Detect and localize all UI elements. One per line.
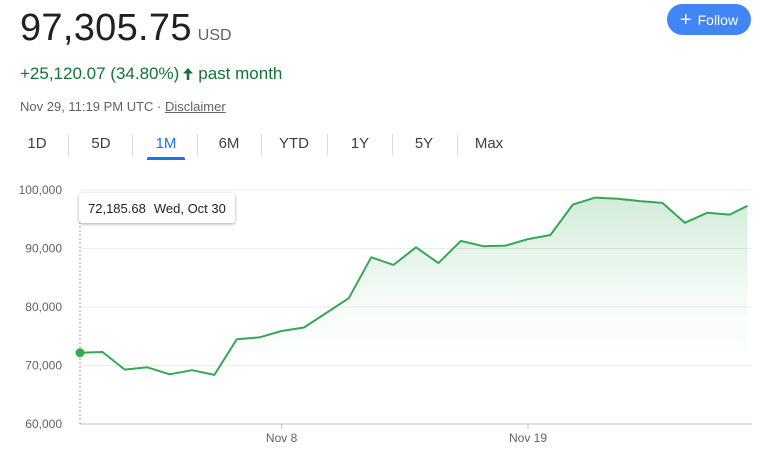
range-tabs: 1D 5D 1M 6M YTD 1Y 5Y Max — [0, 126, 530, 160]
y-tick-label: 60,000 — [25, 417, 62, 431]
tab-6m[interactable]: 6M — [218, 134, 240, 152]
tab-ytd[interactable]: YTD — [279, 134, 309, 152]
follow-label: Follow — [697, 11, 739, 28]
chart-tooltip: 72,185.68 Wed, Oct 30 — [79, 193, 235, 223]
tab-5d[interactable]: 5D — [91, 134, 111, 152]
change-period: past month — [198, 64, 283, 83]
currency-label: USD — [197, 27, 232, 44]
tooltip-date: Wed, Oct 30 — [153, 200, 226, 216]
arrow-up-icon — [183, 68, 194, 80]
change-value: +25,120.07 (34.80%) — [20, 64, 180, 83]
price-header: 97,305.75 USD — [20, 6, 232, 50]
y-tick-label: 80,000 — [25, 300, 62, 314]
timestamp: Nov 29, 11:19 PM UTC · — [20, 99, 165, 114]
tooltip-value: 72,185.68 — [88, 200, 146, 216]
current-price: 97,305.75 — [20, 7, 192, 49]
disclaimer-link[interactable]: Disclaimer — [164, 99, 226, 114]
y-tick-label: 70,000 — [25, 359, 62, 373]
tab-divider — [392, 134, 393, 156]
tab-divider — [327, 134, 328, 156]
timestamp-row: Nov 29, 11:19 PM UTC · Disclaimer — [20, 99, 226, 114]
tab-1y[interactable]: 1Y — [350, 134, 370, 152]
cursor-point — [75, 348, 85, 358]
y-tick-label: 90,000 — [25, 242, 62, 256]
price-change: +25,120.07 (34.80%) past month — [20, 64, 282, 84]
tab-divider — [197, 134, 198, 156]
tab-1m[interactable]: 1M — [147, 126, 185, 160]
tab-divider — [68, 134, 69, 156]
tab-divider — [457, 134, 458, 156]
plus-icon: + — [679, 8, 692, 31]
x-tick-label: Nov 19 — [509, 431, 547, 445]
tab-1d[interactable]: 1D — [27, 134, 47, 152]
y-tick-label: 100,000 — [19, 183, 63, 197]
x-tick-label: Nov 8 — [266, 431, 298, 445]
area-fill — [80, 197, 748, 375]
follow-button[interactable]: + Follow — [667, 4, 751, 35]
price-chart[interactable]: 60,000 70,000 80,000 90,000 100,000 Nov 8 Nov … — [0, 170, 760, 454]
price-line — [79, 196, 748, 376]
tab-max[interactable]: Max — [474, 134, 504, 152]
tab-5y[interactable]: 5Y — [414, 134, 434, 152]
tab-divider — [261, 134, 262, 156]
tab-divider — [132, 134, 133, 156]
